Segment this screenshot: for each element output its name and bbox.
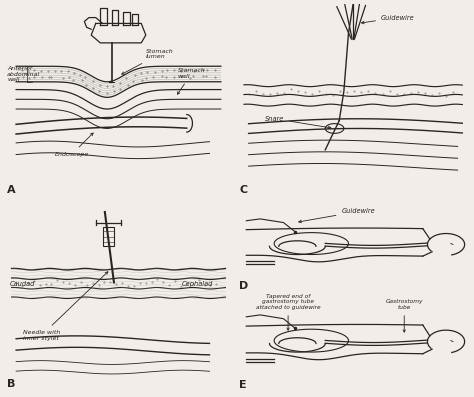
Text: Stomach
wall: Stomach wall — [177, 68, 205, 94]
Text: D: D — [239, 281, 248, 291]
Text: Tapered end of
gastrostomy tube
attached to guidewire: Tapered end of gastrostomy tube attached… — [256, 294, 320, 330]
Text: Guidewire: Guidewire — [362, 15, 415, 24]
Text: Guidewire: Guidewire — [299, 208, 375, 223]
Text: A: A — [7, 185, 16, 195]
Bar — [102, 227, 114, 246]
Text: Endoscope: Endoscope — [55, 133, 93, 157]
Text: C: C — [239, 185, 247, 195]
Text: Caudad: Caudad — [9, 281, 35, 287]
Text: Cephalad: Cephalad — [182, 281, 214, 287]
Text: Snare: Snare — [265, 116, 331, 129]
Text: Stomach
lumen: Stomach lumen — [122, 49, 173, 74]
Text: Gastrostomy
tube: Gastrostomy tube — [385, 299, 423, 332]
Text: B: B — [7, 379, 15, 389]
Text: E: E — [239, 380, 247, 390]
Text: Needle with
inner stylet: Needle with inner stylet — [23, 272, 108, 341]
Text: Anterior
abdominal
wall: Anterior abdominal wall — [7, 66, 40, 82]
